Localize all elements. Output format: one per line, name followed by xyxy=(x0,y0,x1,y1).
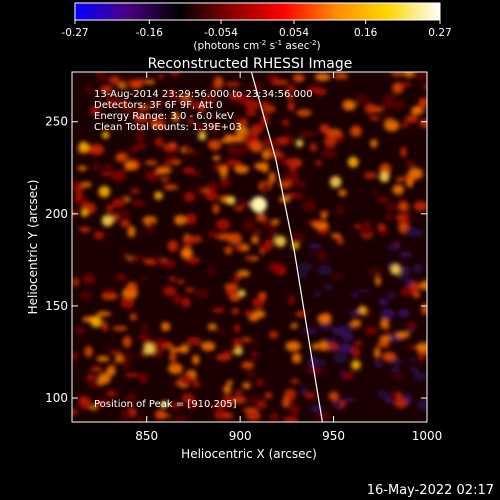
x-tick-label: 950 xyxy=(322,429,345,443)
annotation-peak-position: Position of Peak = [910,205] xyxy=(94,399,237,410)
footer-date: 16-May-2022 02:17 xyxy=(367,483,494,498)
plot-frame xyxy=(71,71,428,423)
colorbar-tick-label: 0.27 xyxy=(428,27,451,39)
heatmap-image xyxy=(72,72,427,422)
x-axis: 850 900 950 1000 xyxy=(135,72,442,443)
annotation-time-range: 13-Aug-2014 23:29:56.000 to 23:34:56.000 xyxy=(94,89,313,100)
solar-limb-curve xyxy=(250,72,323,422)
x-tick-label: 1000 xyxy=(412,429,443,443)
colorbar-tick-label: -0.27 xyxy=(61,27,88,39)
colorbar-units: (photons cm-2 s-1 asec-2) xyxy=(193,39,320,52)
annotation-clean-counts: Clean Total counts: 1.39E+03 xyxy=(94,122,242,133)
colorbar-tick-label: -0.054 xyxy=(204,27,238,39)
y-tick-label: 150 xyxy=(45,299,68,313)
annotation-block: 13-Aug-2014 23:29:56.000 to 23:34:56.000… xyxy=(94,89,313,410)
colorbar-tick-label: 0.054 xyxy=(279,27,309,39)
y-tick-label: 200 xyxy=(45,207,68,221)
colorbar: -0.27 -0.16 -0.054 0.054 0.16 0.27 (photons c… xyxy=(61,2,452,52)
y-tick-label: 250 xyxy=(45,115,68,129)
annotation-energy-range: Energy Range: 3.0 - 6.0 keV xyxy=(94,111,234,122)
peak-marker xyxy=(250,196,267,213)
annotation-detectors: Detectors: 3F 6F 9F, Att 0 xyxy=(94,100,222,111)
colorbar-tick-label: 0.16 xyxy=(354,27,378,39)
chart-title: Reconstructed RHESSI Image xyxy=(148,56,353,72)
y-tick-label: 100 xyxy=(45,391,68,405)
x-tick-label: 900 xyxy=(229,429,252,443)
x-tick-label: 850 xyxy=(135,429,158,443)
y-axis: 100 150 200 250 xyxy=(45,115,427,405)
colorbar-gradient xyxy=(74,2,441,21)
colorbar-ticks: -0.27 -0.16 -0.054 0.054 0.16 0.27 xyxy=(61,20,452,39)
colorbar-tick-label: -0.16 xyxy=(136,27,163,39)
x-axis-label: Heliocentric X (arcsec) xyxy=(181,447,317,461)
y-axis-label: Heliocentric Y (arcsec) xyxy=(26,180,40,315)
